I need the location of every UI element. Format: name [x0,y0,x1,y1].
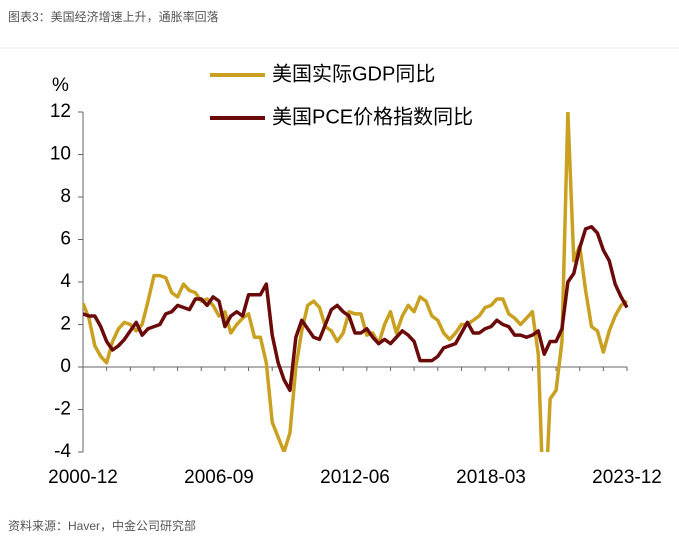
x-tick-label: 2006-09 [184,467,254,488]
y-tick-label: 10 [50,144,71,165]
x-tick-label: 2012-06 [320,467,390,488]
y-tick-label: -4 [54,441,71,462]
x-tick-label: 2018-03 [456,467,526,488]
y-tick-label: -2 [54,399,71,420]
y-tick-label: 12 [50,101,71,122]
legend-label: 美国实际GDP同比 [272,62,435,85]
y-tick-label: 2 [60,314,71,335]
y-tick-label: 4 [60,271,71,292]
x-tick-label: 2000-12 [48,467,118,488]
line-series [83,225,629,393]
y-tick-label: 6 [60,229,71,250]
line-series [83,112,629,452]
chart-title: 图表3：美国经济增速上升，通胀率回落 [8,9,219,24]
y-axis-label: % [52,75,69,96]
x-tick-label: 2023-12 [592,467,662,488]
source: 资料来源：Haver，中金公司研究部 [8,518,196,533]
y-tick-label: 0 [60,356,71,377]
y-tick-label: 8 [60,186,71,207]
legend-label: 美国PCE价格指数同比 [272,105,473,128]
